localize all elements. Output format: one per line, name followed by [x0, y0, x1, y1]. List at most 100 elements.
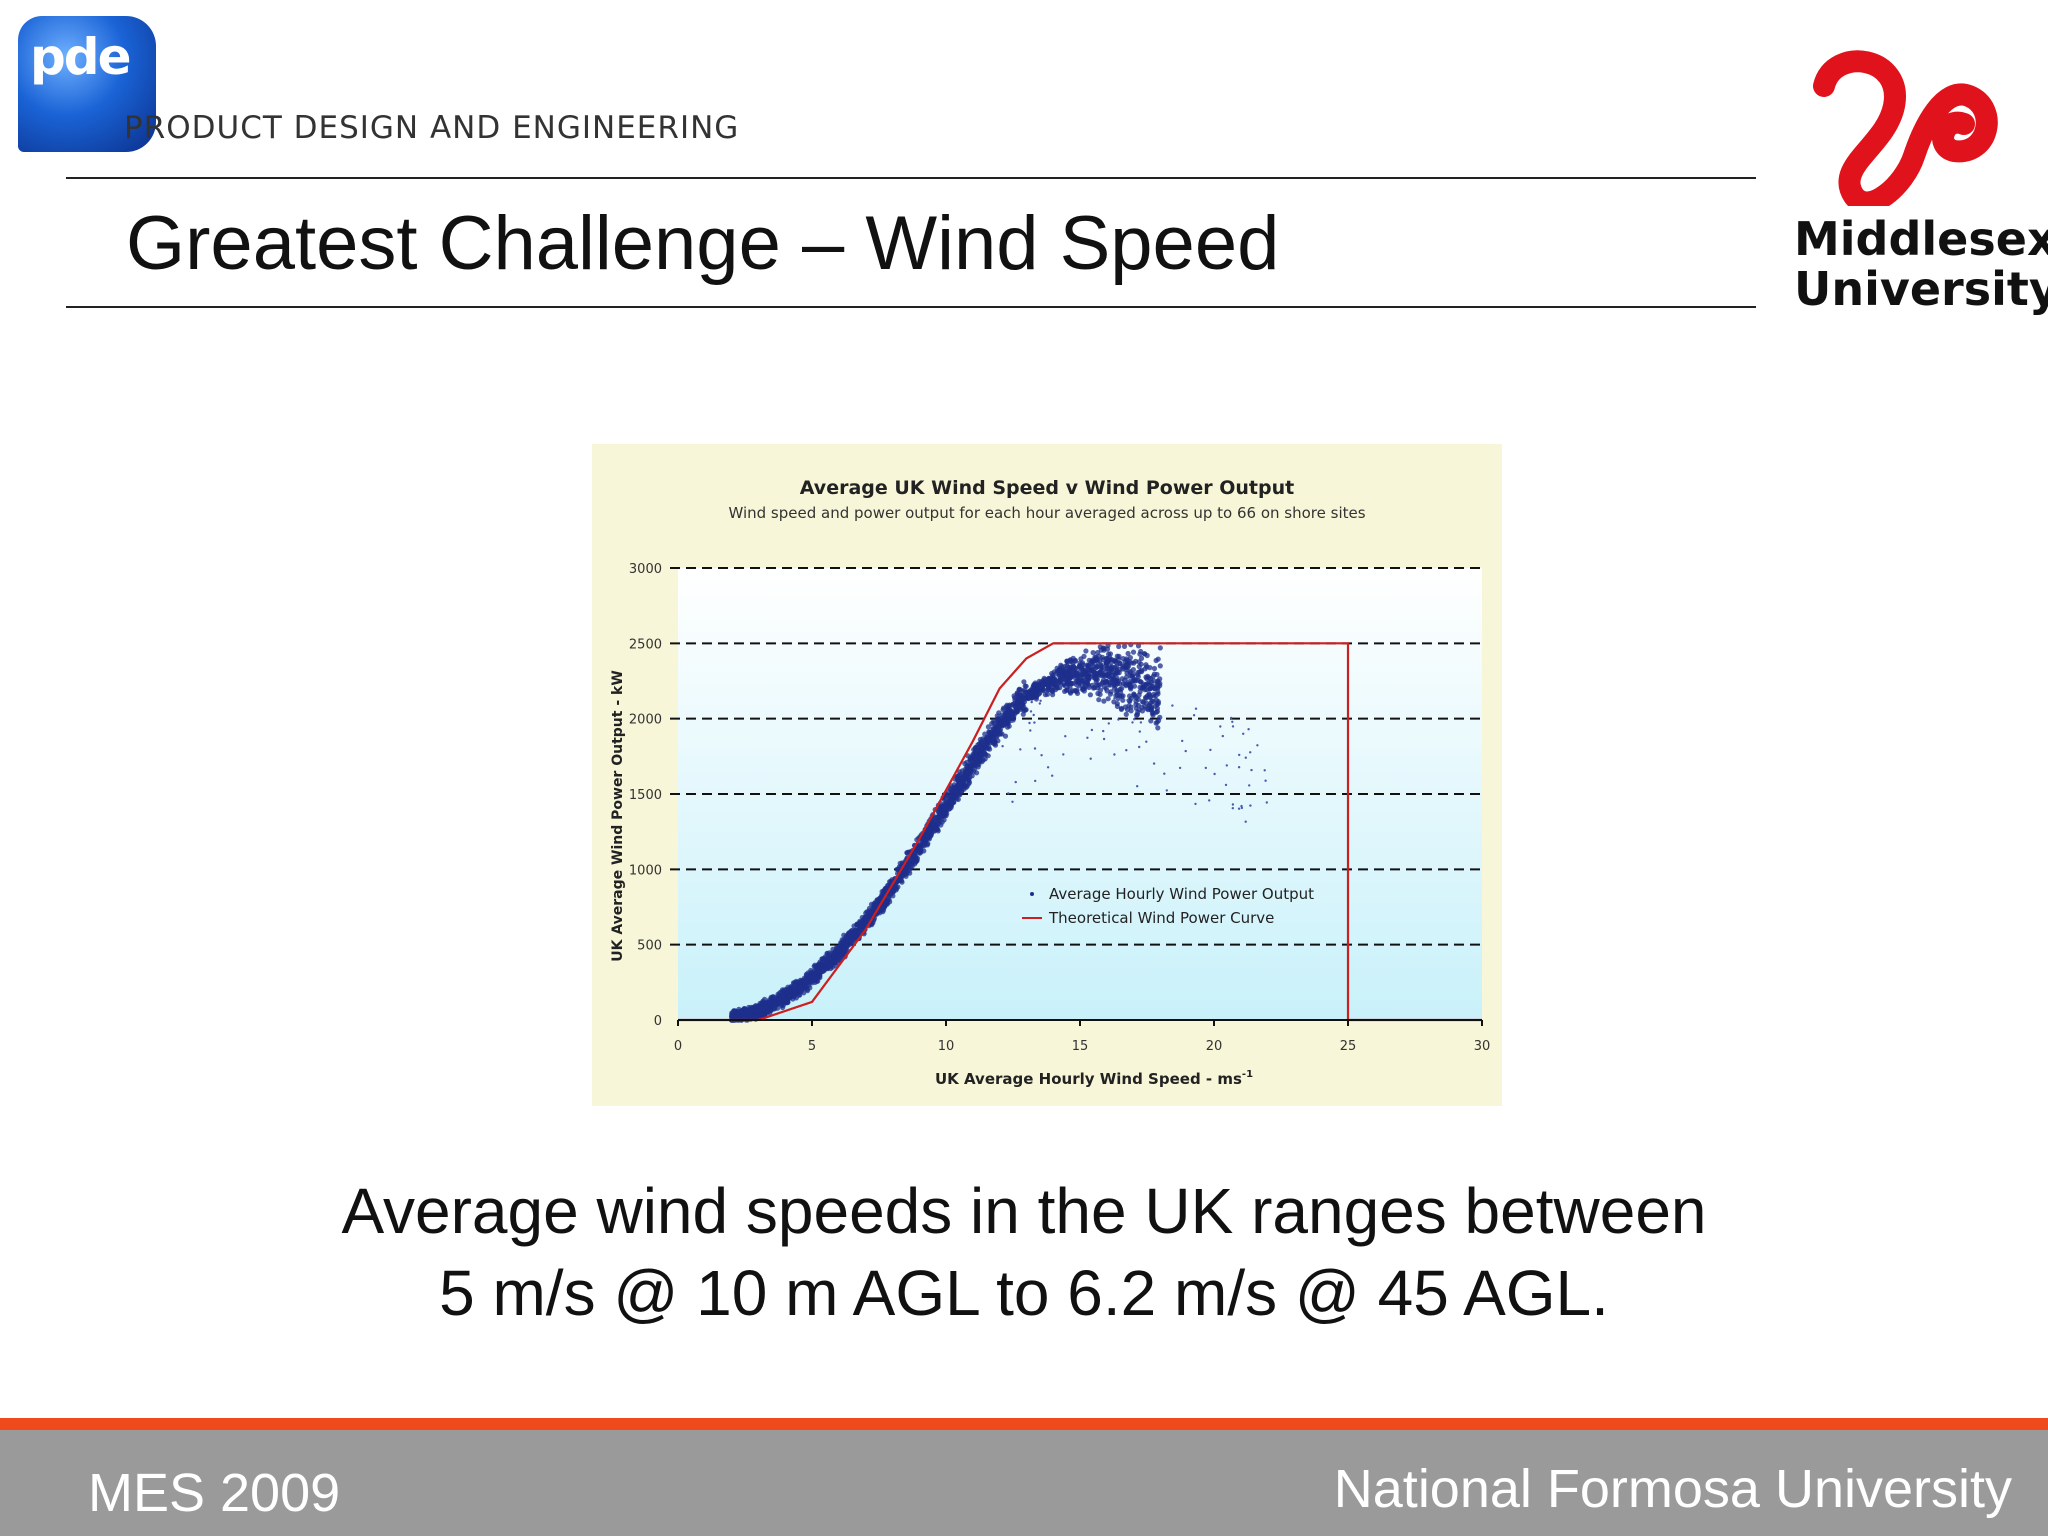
scatter-point	[982, 750, 988, 757]
scatter-point	[812, 962, 818, 968]
scatter-point	[1115, 695, 1121, 702]
scatter-point	[1249, 751, 1252, 754]
scatter-point	[1067, 690, 1074, 696]
scatter-point	[1231, 807, 1234, 810]
scatter-point	[1256, 744, 1259, 747]
scatter-point	[1221, 734, 1224, 738]
scatter-point	[904, 850, 910, 856]
scatter-point	[965, 770, 971, 776]
scatter-point	[957, 792, 963, 798]
middlesex-logo-line-2: University	[1794, 262, 2048, 316]
caption-line-2: 5 m/s @ 10 m AGL to 6.2 m/s @ 45 AGL.	[439, 1257, 1609, 1329]
scatter-point	[1015, 709, 1021, 715]
scatter-point	[923, 838, 929, 844]
scatter-point	[1116, 643, 1122, 650]
scatter-point	[1138, 745, 1141, 749]
scatter-point	[959, 768, 965, 774]
scatter-point	[1018, 687, 1024, 693]
scatter-point	[1146, 691, 1152, 697]
scatter-point	[914, 855, 921, 861]
scatter-point	[1151, 678, 1157, 684]
scatter-point	[1154, 697, 1160, 703]
scatter-point	[1078, 656, 1084, 662]
scatter-point	[1085, 675, 1091, 681]
footer-institution: National Formosa University	[1333, 1459, 2012, 1519]
scatter-point	[1050, 689, 1056, 695]
scatter-point	[1101, 698, 1107, 704]
scatter-point	[1080, 686, 1086, 692]
scatter-point	[1059, 685, 1062, 688]
scatter-point	[1045, 680, 1051, 686]
scatter-point	[1090, 728, 1094, 732]
scatter-point	[1006, 702, 1013, 708]
scatter-point	[989, 721, 995, 727]
scatter-point	[809, 980, 815, 986]
scatter-point	[1034, 693, 1040, 699]
scatter-point	[804, 986, 810, 993]
scatter-point	[846, 929, 853, 936]
scatter-point	[830, 946, 836, 952]
scatter-point	[1020, 711, 1026, 717]
scatter-point	[917, 850, 923, 856]
scatter-point	[1119, 685, 1125, 692]
scatter-point	[932, 815, 939, 821]
x-tick-label: 30	[1474, 1039, 1491, 1054]
scatter-point	[1082, 680, 1088, 686]
slide-title: Greatest Challenge – Wind Speed	[126, 201, 1280, 286]
scatter-point	[1029, 710, 1033, 713]
scatter-point	[1130, 649, 1137, 655]
footer-conference: MES 2009	[88, 1463, 341, 1523]
scatter-point	[1064, 735, 1067, 738]
scatter-point	[1265, 801, 1268, 804]
y-tick-label: 3000	[629, 562, 662, 577]
scatter-point	[851, 923, 857, 929]
scatter-point	[1050, 674, 1056, 680]
scatter-point	[1021, 679, 1027, 685]
scatter-point	[1109, 665, 1115, 671]
scatter-point	[964, 764, 970, 770]
scatter-point	[1033, 681, 1039, 688]
scatter-point	[1178, 766, 1182, 770]
scatter-point	[1244, 756, 1247, 759]
scatter-point	[1093, 665, 1099, 671]
scatter-point	[1134, 712, 1140, 718]
scatter-point	[1138, 730, 1141, 733]
scatter-point	[1144, 664, 1150, 670]
scatter-point	[968, 762, 974, 768]
scatter-point	[1046, 684, 1052, 690]
scatter-point	[1237, 766, 1241, 769]
scatter-point	[1062, 753, 1065, 756]
scatter-point	[1154, 671, 1160, 678]
scatter-point	[1152, 693, 1158, 699]
scatter-point	[780, 1002, 786, 1008]
scatter-point	[1115, 656, 1122, 662]
scatter-point	[936, 810, 942, 816]
scatter-point	[871, 905, 877, 911]
scatter-point	[1209, 748, 1212, 752]
scatter-point	[993, 731, 999, 737]
wind-power-chart: 0 500 1000 1500 2000 2500 3000 0 5 10 15 20 25 30 Av…	[592, 444, 1502, 1106]
scatter-point	[956, 772, 963, 778]
y-tick-label: 1000	[629, 863, 662, 878]
scatter-point	[1064, 685, 1068, 688]
legend-marker-scatter	[1030, 892, 1034, 896]
scatter-point	[1143, 695, 1149, 701]
middlesex-logo-line-1: Middlesex	[1794, 212, 2048, 266]
scatter-point	[1108, 689, 1114, 695]
scatter-point	[1111, 657, 1117, 663]
scatter-point	[1032, 713, 1035, 717]
scatter-point	[748, 1013, 754, 1020]
scatter-point	[1155, 656, 1161, 662]
scatter-point	[1139, 704, 1145, 710]
scatter-point	[1157, 663, 1163, 669]
scatter-point	[1033, 747, 1037, 750]
scatter-point	[1016, 703, 1023, 709]
scatter-point	[877, 896, 883, 902]
scatter-point	[1096, 697, 1102, 703]
scatter-point	[786, 993, 793, 999]
scatter-point	[1001, 745, 1004, 748]
scatter-point	[868, 910, 874, 916]
scatter-point	[1123, 711, 1129, 717]
scatter-point	[1017, 697, 1023, 703]
scatter-point	[1040, 754, 1043, 757]
